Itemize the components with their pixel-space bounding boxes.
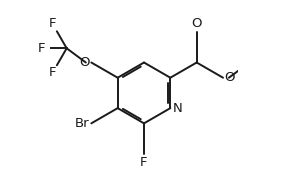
Text: O: O: [192, 17, 202, 30]
Text: F: F: [48, 66, 56, 79]
Text: F: F: [140, 156, 148, 169]
Text: F: F: [48, 17, 56, 30]
Text: F: F: [38, 42, 46, 55]
Text: Br: Br: [75, 117, 90, 130]
Text: O: O: [79, 56, 89, 69]
Text: O: O: [225, 71, 235, 84]
Text: N: N: [173, 102, 182, 115]
